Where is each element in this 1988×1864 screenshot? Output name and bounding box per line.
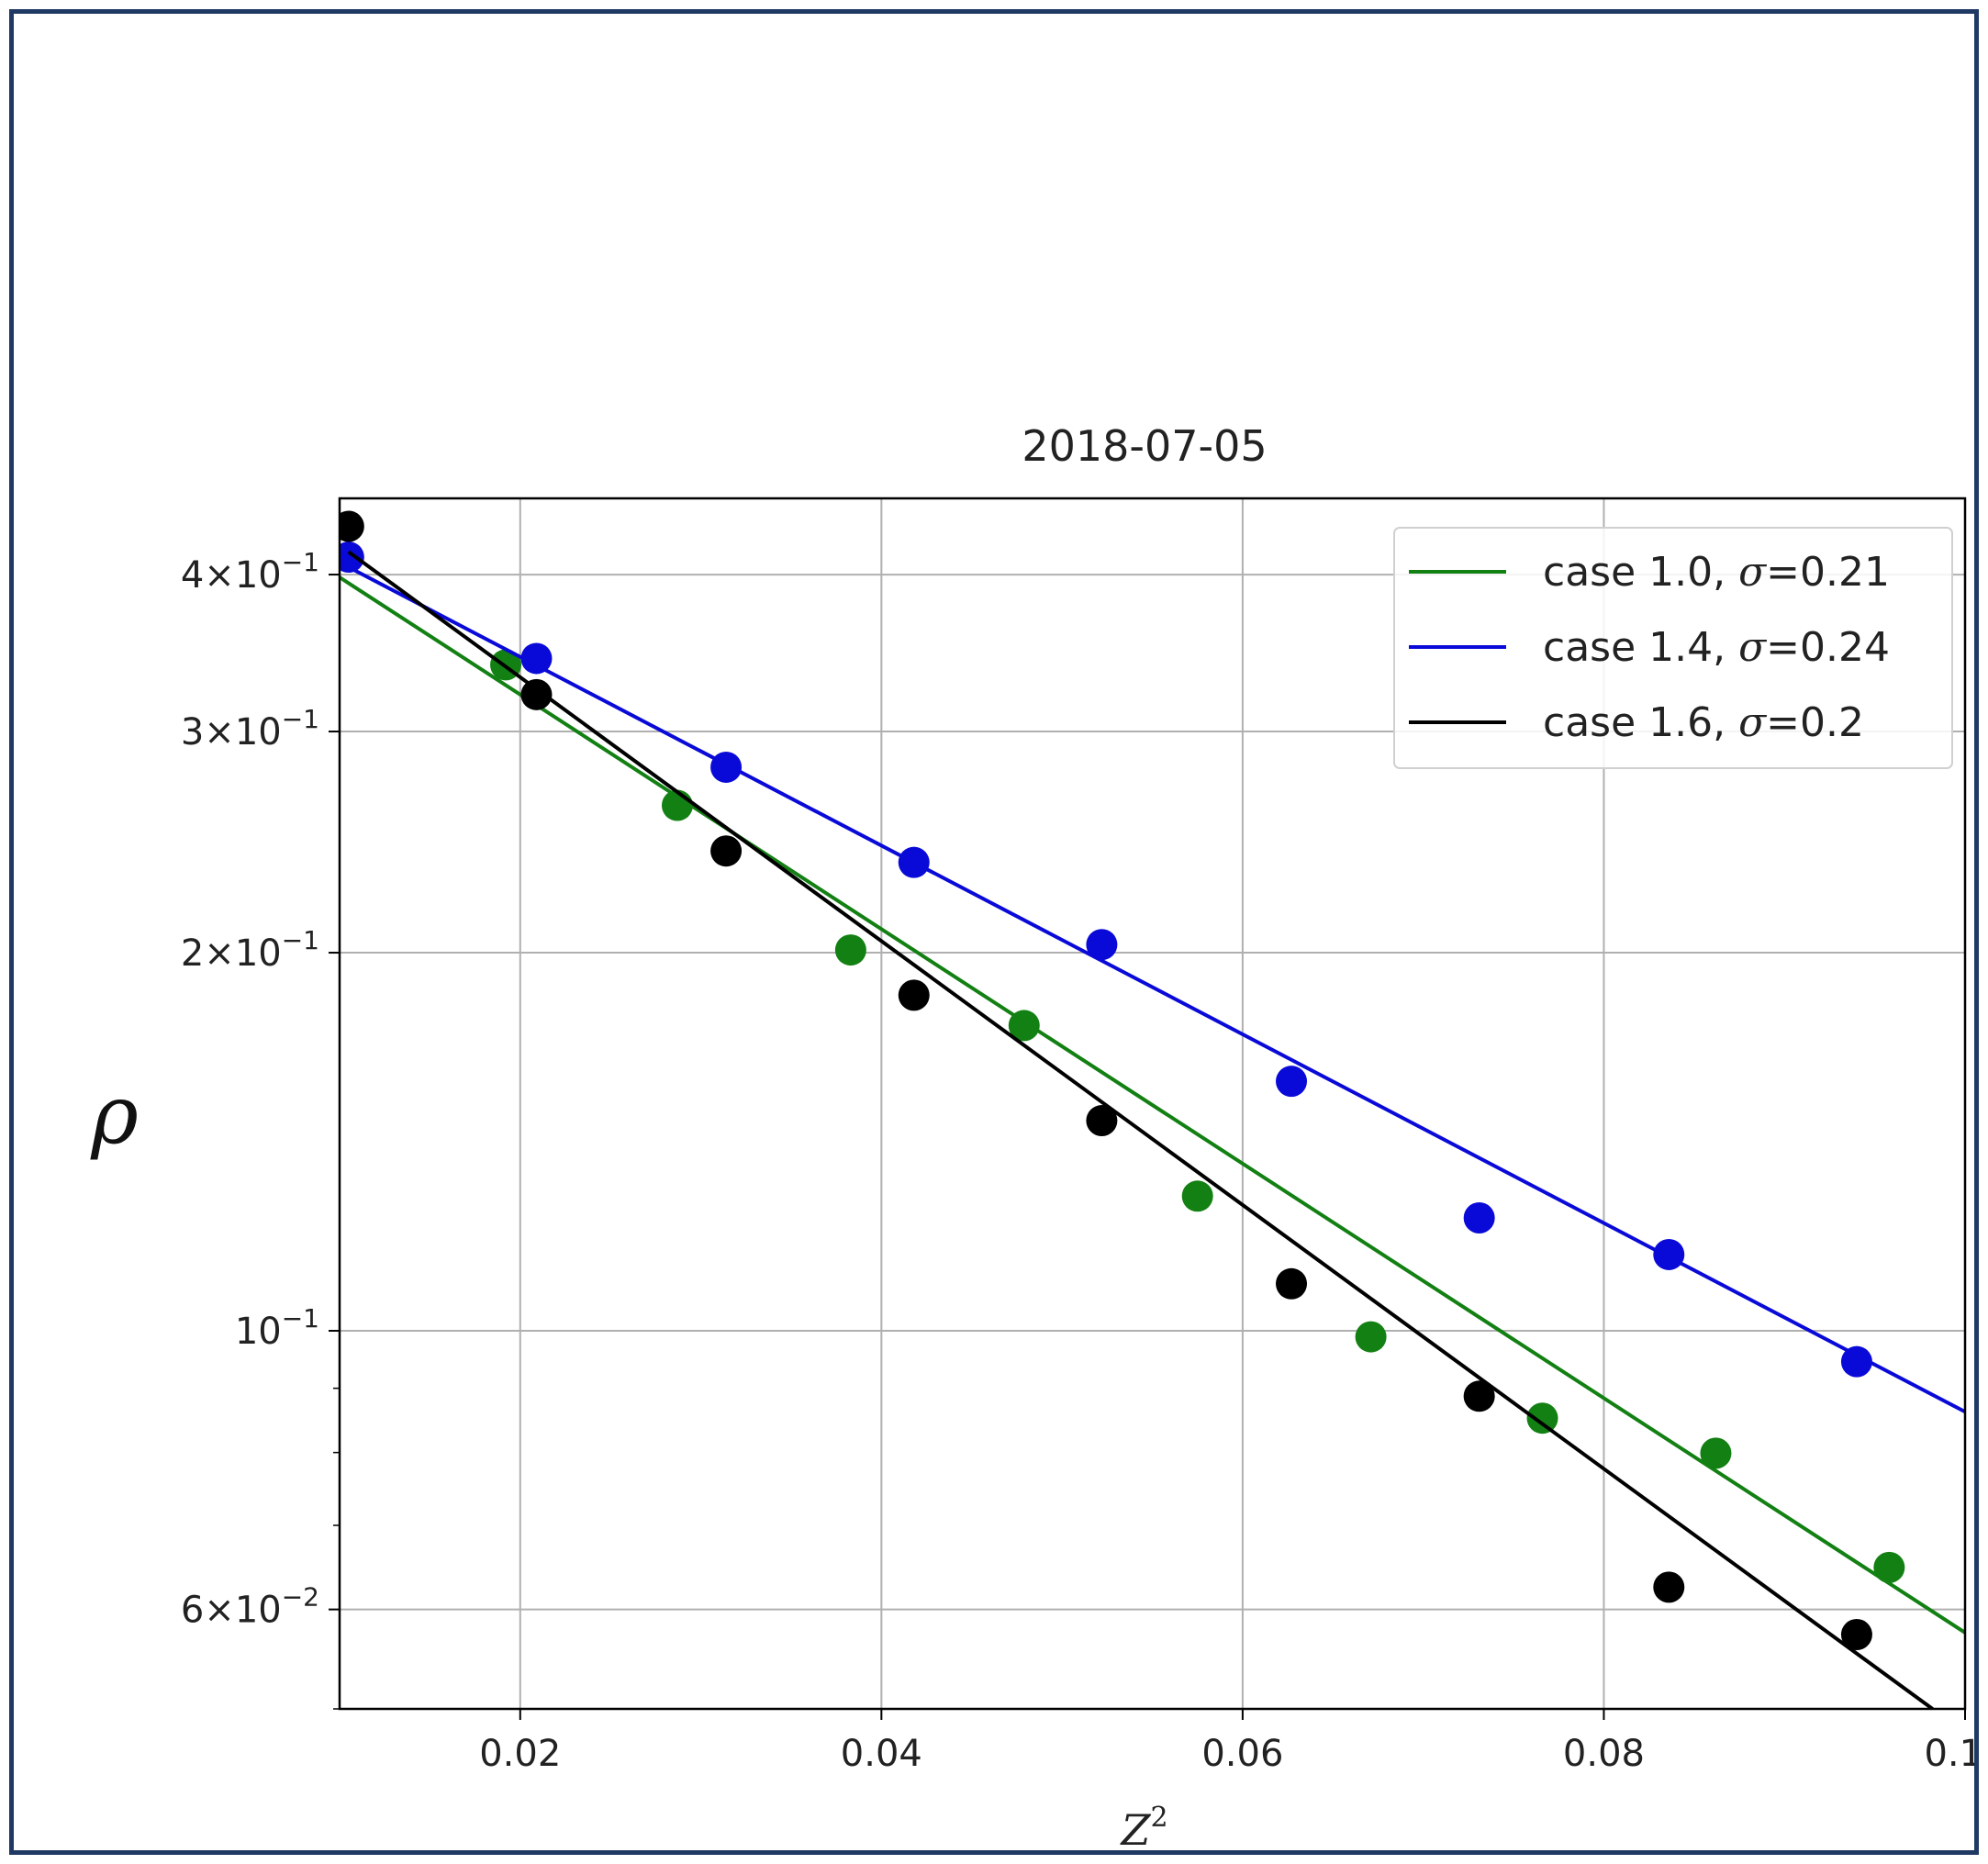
legend-entry-sigma-text: =0.21 xyxy=(1766,549,1890,596)
x-tick-label: 0.02 xyxy=(479,1733,561,1775)
data-point xyxy=(340,541,364,574)
data-point xyxy=(1276,1267,1308,1300)
y-tick-label-base: 10 xyxy=(235,711,282,753)
y-tick-label-exp: −1 xyxy=(282,704,319,734)
data-point xyxy=(1008,1010,1040,1042)
legend-box xyxy=(1393,527,1953,769)
grid xyxy=(340,498,1965,1709)
axis-ticks: 0.020.040.060.080.104×10−13×10−12×10−110… xyxy=(181,547,1974,1775)
data-point xyxy=(520,678,553,710)
x-tick-label: 0.04 xyxy=(841,1733,922,1775)
y-tick-label: 6×10−2 xyxy=(181,1582,319,1632)
y-tick-label: 10−1 xyxy=(235,1303,319,1353)
y-tick-label-base: 10 xyxy=(235,1590,282,1632)
data-point xyxy=(710,751,743,783)
x-axis-label-exponent: 2 xyxy=(1150,1802,1167,1834)
y-tick-label: 3×10−1 xyxy=(181,704,319,753)
y-tick-label-mantissa: 3 xyxy=(181,711,204,753)
data-point xyxy=(834,934,866,966)
data-point xyxy=(898,979,930,1011)
legend-entry: case 1.4, σ=0.24 xyxy=(1543,624,1890,671)
x-tick-label: 0.10 xyxy=(1924,1733,1974,1775)
data-point xyxy=(1840,1345,1872,1378)
legend-entry-case-text: case 1.4, xyxy=(1543,624,1738,671)
y-tick-label-times: × xyxy=(204,554,235,597)
legend-entry-sigma-symbol: σ xyxy=(1738,624,1768,671)
x-axis-label-base: Z xyxy=(1119,1805,1151,1850)
y-tick-label-exp: −1 xyxy=(282,547,319,577)
y-tick-label-exp: −2 xyxy=(282,1582,319,1613)
y-tick-label-exp: −1 xyxy=(282,925,319,955)
legend-entry-sigma-symbol: σ xyxy=(1738,699,1768,746)
y-tick-label-mantissa: 4 xyxy=(181,554,204,597)
y-tick-label-base: 10 xyxy=(235,554,282,597)
y-tick-label-mantissa: 6 xyxy=(181,1590,204,1632)
data-point xyxy=(1086,1105,1118,1137)
fit-line xyxy=(340,561,1965,1414)
axes-frame xyxy=(338,497,1967,1711)
y-tick-label-base: 10 xyxy=(235,1311,282,1353)
legend-entry-case-text: case 1.6, xyxy=(1543,699,1738,746)
series-3 xyxy=(340,510,1934,1709)
fit-line xyxy=(347,550,1934,1709)
data-point xyxy=(1181,1180,1213,1212)
legend-entry: case 1.6, σ=0.2 xyxy=(1543,699,1864,746)
data-point xyxy=(340,510,364,542)
data-point xyxy=(1086,929,1118,961)
y-tick-label-exp: −1 xyxy=(282,1303,319,1334)
y-tick-label: 4×10−1 xyxy=(181,547,319,597)
data-point xyxy=(898,846,930,878)
data-point xyxy=(1873,1551,1905,1583)
y-tick-label-mantissa: 2 xyxy=(181,932,204,975)
y-tick-label-times: × xyxy=(204,711,235,753)
y-tick-label: 2×10−1 xyxy=(181,925,319,975)
data-point xyxy=(1463,1380,1495,1412)
data-point xyxy=(1653,1571,1685,1603)
series-2 xyxy=(340,541,1965,1414)
plot-series xyxy=(340,510,1965,1709)
data-point xyxy=(1700,1437,1732,1469)
data-point xyxy=(1463,1201,1495,1233)
fit-line xyxy=(340,575,1965,1635)
data-point xyxy=(1840,1619,1872,1651)
chart: 0.020.040.060.080.104×10−13×10−12×10−110… xyxy=(90,421,1974,1850)
y-tick-label-times: × xyxy=(204,932,235,975)
data-point xyxy=(520,642,553,675)
y-tick-label-times: × xyxy=(204,1590,235,1632)
x-axis-label: Z2 xyxy=(1119,1802,1167,1850)
legend-entry-sigma-symbol: σ xyxy=(1738,549,1768,596)
data-point xyxy=(710,835,743,867)
x-tick-label: 0.06 xyxy=(1201,1733,1283,1775)
legend-entry: case 1.0, σ=0.21 xyxy=(1543,549,1890,596)
data-point xyxy=(1526,1402,1558,1434)
data-point xyxy=(1355,1321,1387,1353)
x-tick-label: 0.08 xyxy=(1563,1733,1645,1775)
legend-entry-case-text: case 1.0, xyxy=(1543,549,1738,596)
legend-entry-sigma-text: =0.2 xyxy=(1766,699,1864,746)
y-tick-label-base: 10 xyxy=(235,932,282,975)
data-point xyxy=(1653,1238,1685,1270)
figure-frame: 0.020.040.060.080.104×10−13×10−12×10−110… xyxy=(9,9,1979,1855)
y-axis-label: ρ xyxy=(90,1067,139,1162)
legend-entry-sigma-text: =0.24 xyxy=(1766,624,1890,671)
data-point xyxy=(661,789,693,821)
chart-title: 2018-07-05 xyxy=(1022,421,1267,471)
data-point xyxy=(1276,1066,1308,1098)
